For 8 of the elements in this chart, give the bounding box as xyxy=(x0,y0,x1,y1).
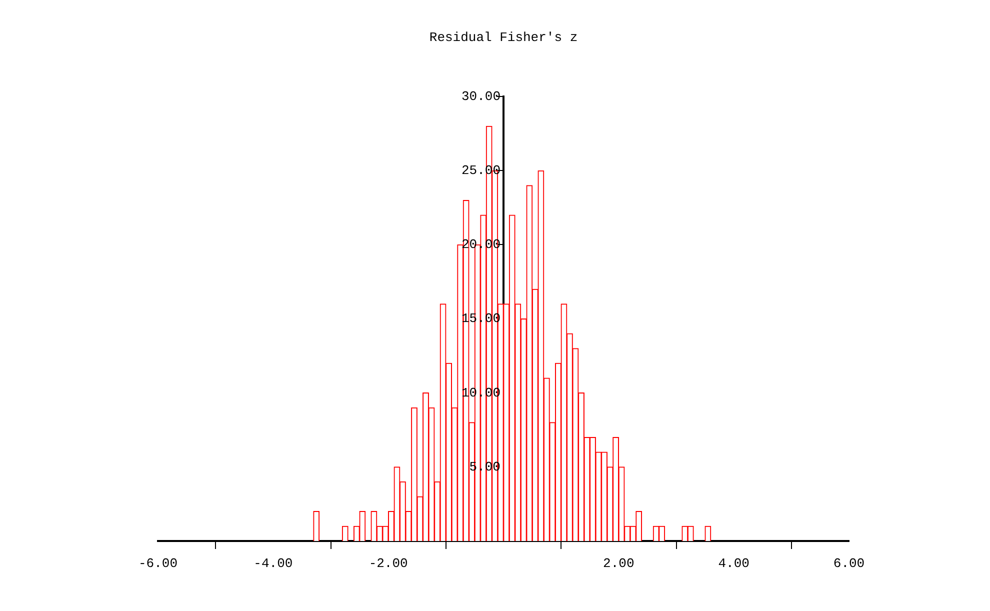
x-tick-label: -2.00 xyxy=(368,556,408,572)
y-tick-label: 30.00 xyxy=(461,89,500,104)
x-tick-label: -6.00 xyxy=(138,556,178,572)
chart-title: Residual Fisher's z xyxy=(429,30,578,46)
x-tick-label: -4.00 xyxy=(254,556,293,572)
x-tick-label: 6.00 xyxy=(833,556,865,572)
x-tick-label: 2.00 xyxy=(603,556,634,572)
x-tick-label: 4.00 xyxy=(718,556,750,572)
